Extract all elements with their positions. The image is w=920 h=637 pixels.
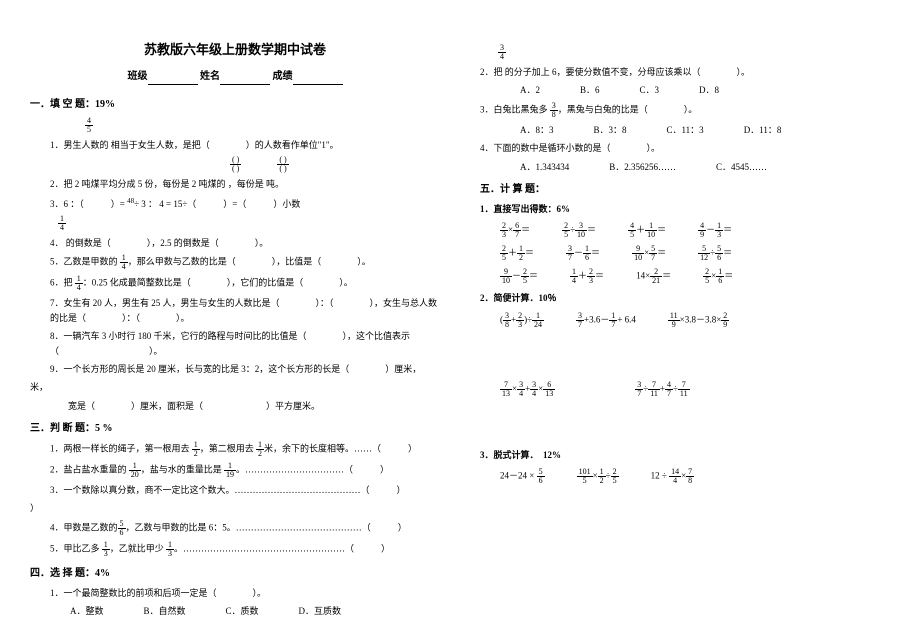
c2: 2．把 的分子加上 6，要使分数值不变，分母应该乘以（ ）。	[480, 65, 890, 79]
calc-4-1: (38+23)÷124	[500, 312, 544, 329]
calc-row-5: 713×34+34×613 37÷711+47÷711	[500, 381, 890, 398]
calc-3-4: 25×16＝	[703, 268, 733, 285]
c1: 1．一个最简整数比的前项和后项一定是（ ）。	[50, 586, 440, 600]
calc-6-1: 24－24 × 56	[500, 468, 545, 485]
j4: 4．甲数是乙数的56，乙数与甲数的比是 6：5。……………………………………（ …	[50, 520, 440, 537]
section-1: 一．填 空 题：19%	[30, 97, 440, 113]
calc-1-1: 23×67＝	[500, 222, 530, 239]
header-fields: 班级 姓名 成绩	[30, 69, 440, 85]
calc-5-1: 713×34+34×613	[500, 381, 555, 398]
q8: 8．一辆汽车 3 小时行 180 千米，它行的路程与时间比的比值是（ ），这个比…	[50, 329, 440, 358]
calc-row-2: 25＋12＝ 37－16＝ 910×57＝ 512÷56＝	[500, 245, 890, 262]
c3-opts: A．8：3 B．3：8 C．11：3 D．11：8	[520, 123, 890, 137]
q1: 1．男生人数的 相当于女生人数，是把（ ）的人数看作单位"1"。	[50, 138, 440, 152]
c4-opts: A．1.343434 B．2.356256…… C．4545……	[520, 160, 890, 174]
calc-row-6: 24－24 × 56 1015×12÷25 12 ÷ 144×78	[500, 468, 890, 485]
c4b: B．2.356256……	[609, 160, 676, 174]
score-label: 成绩	[273, 71, 293, 82]
c3c: C．11：3	[667, 123, 704, 137]
right-column: 34 2．把 的分子加上 6，要使分数值不变，分母应该乘以（ ）。 A．2 B．…	[480, 40, 890, 617]
c2b: B．6	[580, 83, 600, 97]
c4a: A．1.343434	[520, 160, 569, 174]
q2-frac: ( )( ) ( )( )	[230, 156, 440, 173]
calc-4-3: 119×3.8－3.8×29	[668, 312, 729, 329]
c2a: A．2	[520, 83, 540, 97]
q4-frac: 14	[58, 215, 440, 232]
sub1: 1．直接写出得数：6%	[480, 202, 890, 216]
q7: 7．女生有 20 人，男生有 25 人，男生与女生的人数比是（ ）：（ ），女生…	[50, 296, 440, 325]
q4: 4． 的倒数是（ ），2.5 的倒数是（ ）。	[50, 236, 440, 250]
left-column: 苏教版六年级上册数学期中试卷 班级 姓名 成绩 一．填 空 题：19% 45 1…	[30, 40, 440, 617]
calc-2-4: 512÷56＝	[698, 245, 732, 262]
name-label: 姓名	[200, 71, 220, 82]
c2d: D．8	[699, 83, 719, 97]
c4: 4．下面的数中是循环小数的是（ ）。	[480, 141, 890, 155]
sub2: 2．简便计算．10％	[480, 291, 890, 305]
q9-tail: 米，	[30, 380, 440, 394]
class-blank	[148, 75, 198, 85]
calc-1-2: 25÷310＝	[562, 222, 596, 239]
q3: 3．6 ：（ ）= 48÷ 3 ： 4 = 15÷（ ）=（ ）小数	[50, 196, 440, 211]
score-blank	[293, 75, 343, 85]
c1c: C．质数	[226, 604, 259, 618]
calc-3-2: 14＋23＝	[570, 268, 604, 285]
c1b: B．自然数	[144, 604, 186, 618]
calc-5-2: 37÷711+47÷711	[635, 381, 689, 398]
j2: 2．盐占盐水重量的 120，盐与水的重量比是 119。……………………………（ …	[50, 462, 440, 479]
section-3: 四．选 择 题：4%	[30, 566, 440, 582]
calc-3-3: 14×221＝	[636, 268, 671, 285]
c3a: A．8：3	[520, 123, 554, 137]
calc-row-3: 910－25＝ 14＋23＝ 14×221＝ 25×16＝	[500, 268, 890, 285]
calc-4-2: 37+3.6－17+ 6.4	[576, 312, 636, 329]
calc-6-3: 12 ÷ 144×78	[651, 468, 695, 485]
c2-opts: A．2 B．6 C．3 D．8	[520, 83, 890, 97]
name-blank	[220, 75, 270, 85]
q9b: 宽是（ ）厘米，面积是（ ）平方厘米。	[50, 399, 440, 413]
c1a: A．整数	[70, 604, 104, 618]
c1d: D．互质数	[299, 604, 342, 618]
title: 苏教版六年级上册数学期中试卷	[30, 40, 440, 61]
c4c: C．4545……	[716, 160, 767, 174]
q1-frac: 45	[85, 117, 440, 134]
calc-row-1: 23×67＝ 25÷310＝ 45＋110＝ 49－13＝	[500, 222, 890, 239]
c3d: D．11：8	[744, 123, 782, 137]
j5: 5．甲比乙多 13，乙就比甲少 13。………………………………………………（ ）	[50, 541, 440, 558]
q2: 2．把 2 吨煤平均分成 5 份，每份是 2 吨煤的 ，每份是 吨。	[50, 177, 440, 191]
calc-3-1: 910－25＝	[500, 268, 538, 285]
q5: 5．乙数是甲数的 14，那么甲数与乙数的比是（ ），比值是（ ）。	[50, 254, 440, 271]
calc-2-2: 37－16＝	[566, 245, 600, 262]
calc-1-3: 45＋110＝	[628, 222, 666, 239]
section-4: 五．计 算 题：	[480, 182, 890, 198]
calc-6-2: 1015×12÷25	[577, 468, 619, 485]
sub3: 3．脱式计算． 12%	[480, 448, 890, 462]
c3: 3．白兔比黑兔多 38，黑兔与白兔的比是（ ）。	[480, 102, 890, 119]
c2c: C．3	[640, 83, 660, 97]
calc-row-4: (38+23)÷124 37+3.6－17+ 6.4 119×3.8－3.8×2…	[500, 312, 890, 329]
class-label: 班级	[128, 71, 148, 82]
calc-2-1: 25＋12＝	[500, 245, 534, 262]
c2-frac: 34	[498, 44, 890, 61]
q6: 6．把 14：0.25 化成最简整数比是（ ），它们的比值是（ ）。	[50, 275, 440, 292]
c1-opts: A．整数 B．自然数 C．质数 D．互质数	[70, 604, 440, 618]
q9: 9．一个长方形的周长是 20 厘米，长与宽的比是 3：2，这个长方形的长是（ ）…	[50, 362, 440, 376]
j3-tail: ）	[30, 501, 440, 515]
j3: 3．一个数除以真分数，商不一定比这个数大。……………………………………（ ）	[50, 483, 440, 497]
c3b: B．3：8	[594, 123, 627, 137]
j1: 1．两根一样长的绳子，第一根用去 12，第二根用去 12米，余下的长度相等。………	[50, 441, 440, 458]
calc-1-4: 49－13＝	[698, 222, 732, 239]
section-2: 三．判 断 题：5 %	[30, 421, 440, 437]
calc-2-3: 910×57＝	[632, 245, 666, 262]
